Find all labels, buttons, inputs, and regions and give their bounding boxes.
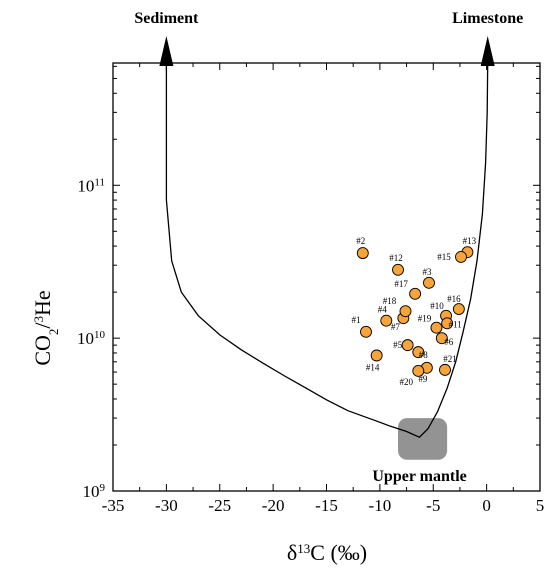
x-tick-label: -30 bbox=[155, 496, 178, 515]
data-label-5: #5 bbox=[393, 340, 403, 350]
y-axis-label: CO2/3He bbox=[30, 290, 61, 365]
x-tick-label: -25 bbox=[208, 496, 231, 515]
data-label-20: #20 bbox=[400, 377, 414, 387]
data-label-21: #21 bbox=[443, 354, 457, 364]
y-tick-label: 1010 bbox=[77, 329, 106, 348]
data-point-6 bbox=[435, 332, 448, 345]
plot-area: Upper mantle Sediment Limestone -35 -30 -25 -2… bbox=[77, 10, 544, 515]
data-label-14: #14 bbox=[366, 362, 380, 372]
upper-mantle-box bbox=[398, 418, 448, 460]
data-label-13: #13 bbox=[463, 236, 477, 246]
x-tick-label: 5 bbox=[536, 496, 545, 515]
data-point-15 bbox=[455, 250, 467, 263]
data-label-11: #11 bbox=[449, 319, 462, 329]
data-point-2 bbox=[356, 247, 369, 260]
data-point-20 bbox=[412, 365, 425, 377]
x-tick-label: -5 bbox=[426, 496, 440, 515]
x-tick-label: -10 bbox=[369, 496, 392, 515]
data-point-21 bbox=[439, 363, 451, 376]
data-point-11 bbox=[441, 317, 454, 330]
data-label-15: #15 bbox=[437, 252, 451, 262]
data-label-17: #17 bbox=[394, 279, 408, 289]
data-label-10: #10 bbox=[430, 301, 444, 311]
arrow-head-limestone bbox=[480, 36, 495, 66]
data-point-1 bbox=[360, 325, 372, 338]
y-tick-label: 1011 bbox=[77, 176, 105, 195]
data-point-17 bbox=[409, 287, 422, 300]
data-label-18: #18 bbox=[383, 296, 397, 306]
data-point-12 bbox=[392, 263, 404, 276]
x-axis-label: δ13C (‰) bbox=[287, 540, 367, 565]
data-label-12: #12 bbox=[389, 253, 403, 263]
arrow-label-limestone: Limestone bbox=[452, 10, 523, 27]
data-point-14 bbox=[370, 349, 383, 362]
data-point-18 bbox=[399, 305, 412, 318]
arrow-label-sediment: Sediment bbox=[134, 10, 199, 27]
arrow-head-sediment bbox=[159, 36, 174, 66]
data-label-8: #8 bbox=[419, 350, 429, 360]
y-tick-label: 109 bbox=[83, 482, 106, 501]
data-point-4 bbox=[380, 314, 393, 327]
mixing-curve bbox=[165, 63, 489, 438]
x-tick-label: -20 bbox=[262, 496, 285, 515]
data-point-16 bbox=[452, 303, 465, 315]
data-label-16: #16 bbox=[447, 294, 461, 304]
data-label-2: #2 bbox=[356, 236, 365, 246]
data-point-5 bbox=[401, 339, 414, 352]
upper-mantle-label: Upper mantle bbox=[372, 468, 466, 485]
data-label-7: #7 bbox=[391, 322, 401, 332]
data-label-9: #9 bbox=[418, 374, 428, 384]
data-label-4: #4 bbox=[378, 305, 388, 315]
data-label-3: #3 bbox=[422, 267, 432, 277]
data-point-8 bbox=[412, 346, 425, 359]
data-label-6: #6 bbox=[444, 337, 454, 347]
x-tick-label: 0 bbox=[482, 496, 491, 515]
data-label-1: #1 bbox=[351, 315, 360, 325]
x-tick-label: -35 bbox=[102, 496, 125, 515]
x-tick-label: -15 bbox=[315, 496, 338, 515]
data-point-3 bbox=[423, 276, 435, 289]
data-point-19 bbox=[430, 321, 443, 334]
data-label-19: #19 bbox=[418, 314, 432, 324]
